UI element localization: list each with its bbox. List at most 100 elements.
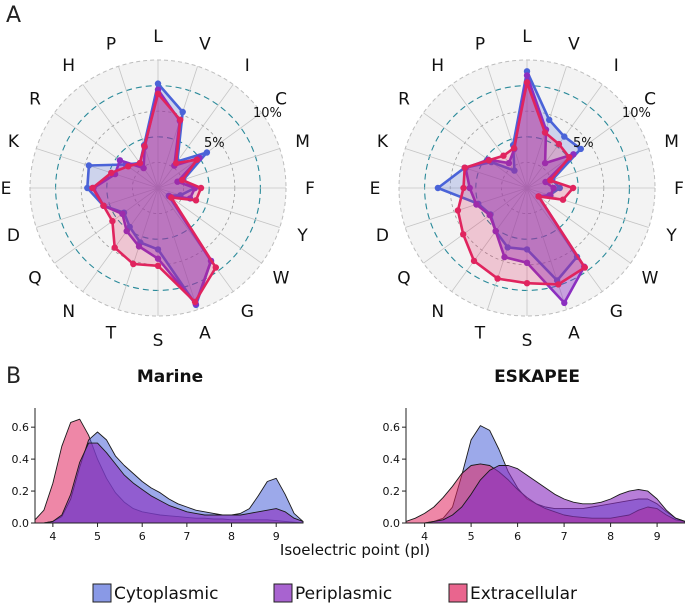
radar-point-extracellular xyxy=(172,159,180,167)
legend-label-cytoplasmic: Cytoplasmic xyxy=(114,584,218,604)
radar-spoke xyxy=(157,187,262,264)
panel-label-b: B xyxy=(6,364,21,389)
legend-label-periplasmic: Periplasmic xyxy=(295,584,392,604)
radar-point-periplasmic xyxy=(561,299,568,307)
radar-spoke xyxy=(118,66,159,189)
radar-point-extracellular xyxy=(179,176,186,184)
radar-point-periplasmic xyxy=(140,164,147,172)
radar-point-extracellular xyxy=(555,281,562,288)
radar-spoke xyxy=(451,187,528,292)
radar-point-cytoplasmic xyxy=(577,145,584,153)
radar-point-extracellular xyxy=(109,217,116,225)
radar-point-cytoplasmic xyxy=(556,184,563,192)
radar-spoke xyxy=(54,112,159,189)
density-periplasmic xyxy=(34,442,304,524)
amino-acid-label: K xyxy=(377,132,389,152)
radar-spoke xyxy=(487,66,528,189)
radar-point-extracellular xyxy=(197,184,205,192)
radar-point-extracellular xyxy=(141,142,148,150)
radar-point-extracellular xyxy=(485,157,493,164)
x-tick-label: 4 xyxy=(421,530,428,543)
density-chart-marine: Marine 0.0 0.2 0.4 0.6 4 5 6 7 8 9 xyxy=(12,367,304,543)
radar-point-periplasmic xyxy=(473,201,480,208)
amino-acid-label: T xyxy=(105,324,117,344)
radar-point-extracellular xyxy=(125,163,132,170)
amino-acid-label: Y xyxy=(665,226,677,246)
radar-point-cytoplasmic xyxy=(85,162,93,169)
radar-spoke xyxy=(36,148,159,189)
radar-point-periplasmic xyxy=(123,227,130,235)
radar-point-cytoplasmic xyxy=(84,184,91,192)
radar-point-periplasmic xyxy=(466,184,473,192)
radar-spoke xyxy=(526,187,603,292)
radar-point-extracellular xyxy=(100,202,107,209)
radar-point-extracellular xyxy=(108,169,115,176)
radar-spoke xyxy=(526,187,631,264)
amino-acid-label: D xyxy=(376,226,389,246)
radar-point-extracellular xyxy=(569,184,577,192)
radar-point-extracellular xyxy=(191,298,199,306)
amino-acid-label: C xyxy=(275,90,287,110)
radar-spoke xyxy=(423,187,528,264)
radar-point-periplasmic xyxy=(486,211,493,219)
density-title-marine: Marine xyxy=(137,367,203,387)
amino-acid-label: A xyxy=(568,324,580,344)
radar-point-periplasmic xyxy=(501,253,508,261)
radar-spoke xyxy=(157,187,198,310)
radar-spoke xyxy=(423,112,528,189)
radar-chart-eskapee: L V I C M F Y WG A S T N Q D E K R H P 5% 10% xyxy=(370,27,684,351)
y-tick-label: 0.4 xyxy=(12,453,30,466)
radar-point-extracellular xyxy=(460,231,467,238)
radar-point-extracellular xyxy=(470,257,478,265)
radar-point-cytoplasmic xyxy=(523,246,531,253)
amino-acid-label: V xyxy=(568,34,580,54)
radar-point-extracellular xyxy=(547,177,554,184)
radar-point-periplasmic xyxy=(523,72,531,79)
x-tick-label: 4 xyxy=(49,530,56,543)
radar-point-cytoplasmic xyxy=(154,80,162,87)
radar-point-extracellular xyxy=(494,275,501,282)
amino-acid-label: I xyxy=(614,56,619,76)
radar-point-extracellular xyxy=(581,264,588,271)
radar-point-extracellular xyxy=(535,193,542,200)
amino-acid-label: H xyxy=(62,56,75,76)
x-axis-label: Isoelectric point (pI) xyxy=(280,541,430,559)
radar-spoke xyxy=(526,187,567,310)
y-tick-label: 0.4 xyxy=(383,453,401,466)
y-tick-label: 0.0 xyxy=(383,517,401,530)
radar-point-cytoplasmic xyxy=(179,108,186,116)
radar-point-extracellular xyxy=(177,116,184,124)
radar-point-periplasmic xyxy=(541,159,549,167)
amino-acid-label: Y xyxy=(296,226,308,246)
amino-acid-label: E xyxy=(370,179,381,199)
ring-label-5pct: 5% xyxy=(573,136,594,151)
amino-acid-label: I xyxy=(245,56,250,76)
radar-spoke xyxy=(405,187,528,228)
amino-acid-label: G xyxy=(610,302,623,322)
radar-point-cytoplasmic xyxy=(546,116,553,124)
radar-spoke xyxy=(82,187,159,292)
x-tick-label: 9 xyxy=(654,530,661,543)
radar-point-cytoplasmic xyxy=(434,184,442,192)
radar-point-extracellular xyxy=(555,140,563,148)
radar-point-cytoplasmic xyxy=(561,133,568,140)
radar-point-periplasmic xyxy=(505,159,513,167)
radar-point-extracellular xyxy=(136,159,144,167)
amino-acid-label: N xyxy=(431,302,444,322)
radar-spoke xyxy=(157,84,234,189)
amino-acid-label: P xyxy=(475,34,485,54)
density-title-eskapee: ESKAPEE xyxy=(494,367,580,387)
radar-point-extracellular xyxy=(454,207,462,214)
y-tick-label: 0.2 xyxy=(383,485,401,498)
ring-label-10pct: 10% xyxy=(253,106,282,121)
x-tick-label: 8 xyxy=(607,530,614,543)
amino-acid-label: R xyxy=(398,90,410,110)
panel-label-a: A xyxy=(6,3,21,28)
x-tick-label: 5 xyxy=(94,530,101,543)
radar-point-extracellular xyxy=(460,184,467,192)
radar-point-extracellular xyxy=(154,90,162,98)
amino-acid-label: F xyxy=(674,179,684,199)
radar-point-extracellular xyxy=(89,184,96,192)
radar-point-extracellular xyxy=(111,244,118,251)
